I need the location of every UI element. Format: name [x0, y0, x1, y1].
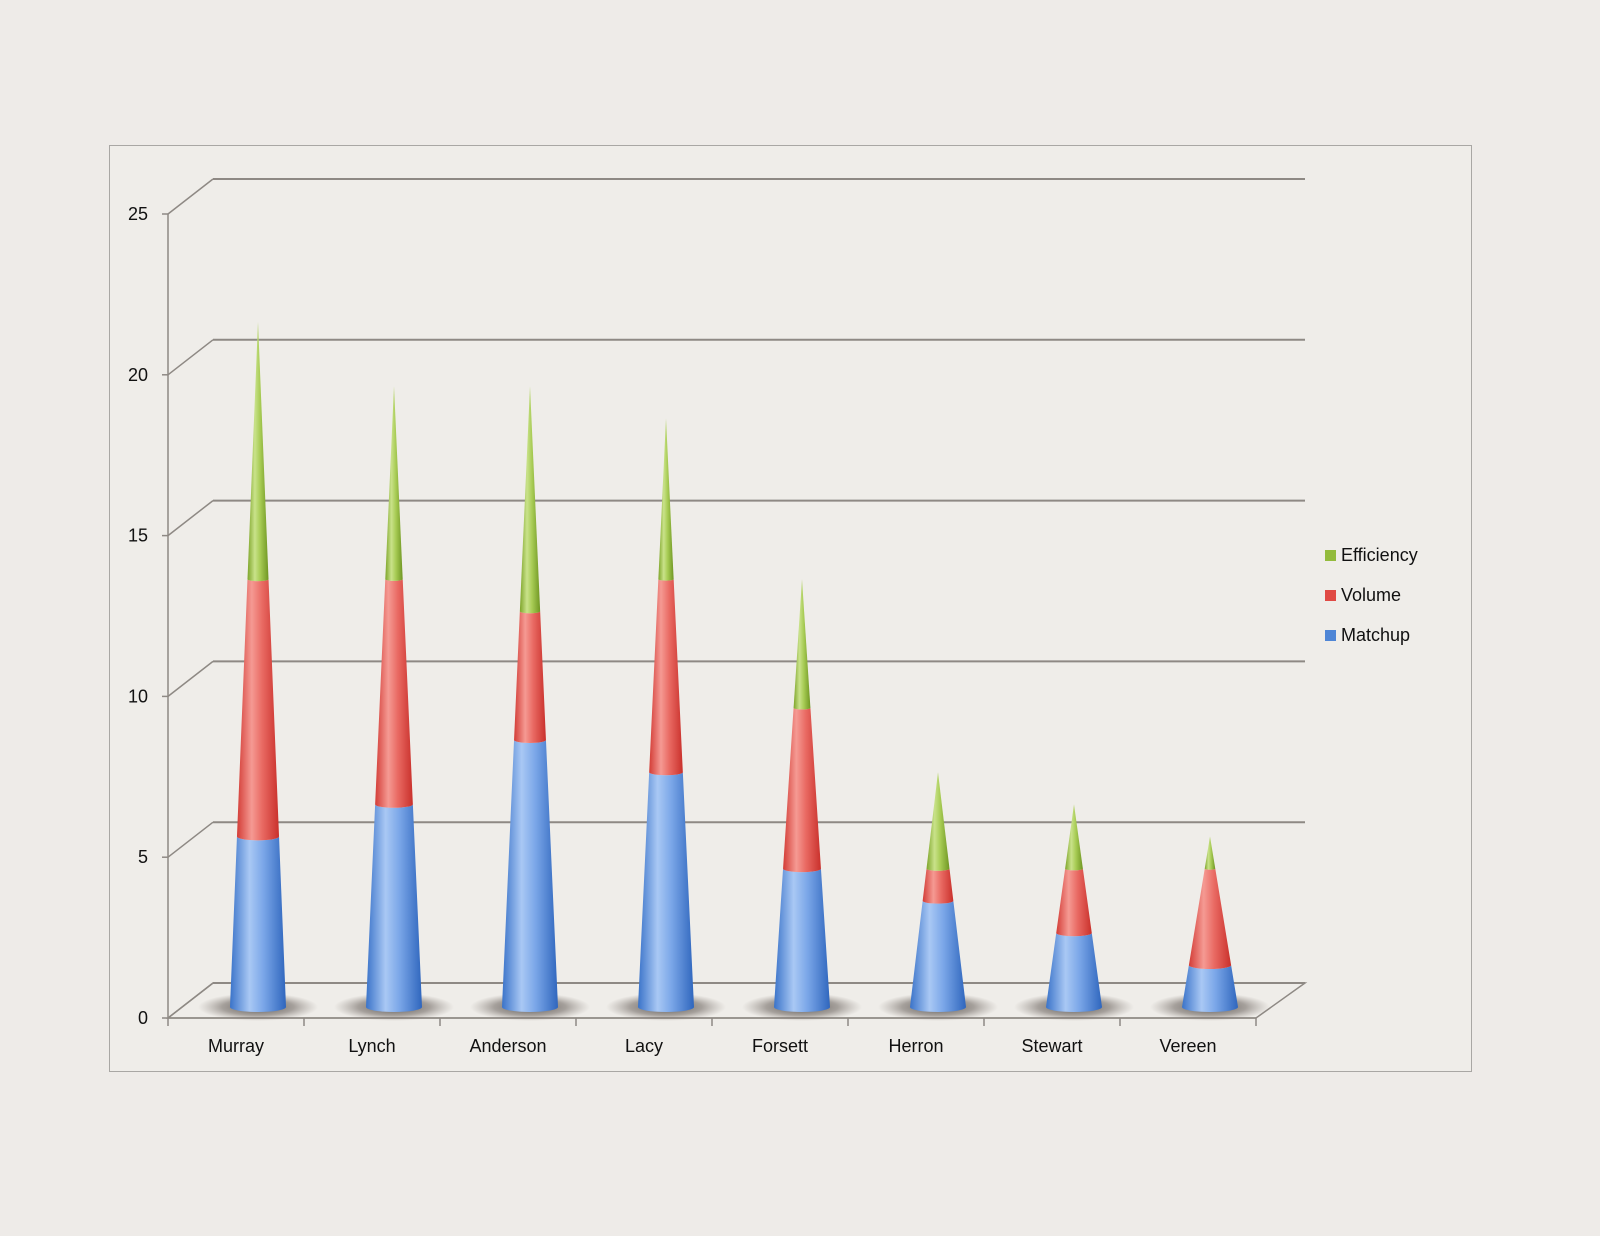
gridline-connector	[167, 339, 214, 376]
cone-segment-volume	[783, 707, 821, 873]
legend: Efficiency Volume Matchup	[1325, 545, 1418, 645]
x-tick-label: Anderson	[469, 1036, 546, 1056]
cone-segment-volume	[649, 579, 683, 776]
cone-segment-matchup	[230, 836, 286, 1013]
chart-svg: 0 5 10 15 20 25 Murray Lynch Anderson Lacy Forsett…	[128, 178, 1418, 1056]
cone-segment-volume	[922, 868, 954, 904]
gridline-connector	[167, 821, 214, 858]
cone-segment-efficiency	[658, 418, 674, 581]
legend-swatch-efficiency	[1325, 550, 1336, 561]
x-tick-label: Lacy	[625, 1036, 663, 1056]
cone-segment-matchup	[638, 772, 694, 1013]
gridline-connector	[167, 982, 214, 1019]
y-tick-label: 15	[128, 526, 148, 546]
cone-segment-efficiency	[385, 386, 403, 581]
x-tick-label: Forsett	[752, 1036, 808, 1056]
legend-label-volume: Volume	[1341, 585, 1401, 605]
cone-segment-efficiency	[247, 321, 269, 582]
legend-label-matchup: Matchup	[1341, 625, 1410, 645]
x-tick-label: Murray	[208, 1036, 264, 1056]
x-tick-label: Stewart	[1021, 1036, 1082, 1056]
x-tick-label: Lynch	[348, 1036, 395, 1056]
y-tick-label: 5	[138, 847, 148, 867]
marks-layer	[198, 321, 1270, 1021]
grid-layer	[165, 178, 1308, 1019]
y-tick-label: 0	[138, 1008, 148, 1028]
cone-segment-matchup	[366, 804, 422, 1013]
y-tick-label: 25	[128, 204, 148, 224]
chart-frame: 0 5 10 15 20 25 Murray Lynch Anderson Lacy Forsett…	[109, 145, 1472, 1072]
cone-segment-matchup	[774, 868, 830, 1013]
y-tick-label: 10	[128, 686, 148, 706]
cone-segment-matchup	[1046, 933, 1102, 1013]
cone-segment-matchup	[1182, 965, 1238, 1013]
cone-segment-volume	[236, 579, 280, 841]
y-tick-label: 20	[128, 365, 148, 385]
gridline-connector	[167, 660, 214, 697]
floor-outline	[165, 982, 1308, 1019]
cone-segment-efficiency	[519, 386, 541, 614]
axis-layer: 0 5 10 15 20 25 Murray Lynch Anderson Lacy Forsett…	[128, 204, 1257, 1056]
gridline-connector	[167, 500, 214, 537]
cone-segment-volume	[375, 579, 413, 808]
legend-swatch-matchup	[1325, 630, 1336, 641]
x-tick-label: Vereen	[1159, 1036, 1216, 1056]
cone-segment-efficiency	[926, 772, 950, 871]
cone-segment-efficiency	[1204, 836, 1216, 870]
cone-segment-matchup	[910, 900, 966, 1013]
cone-segment-volume	[514, 611, 546, 743]
cone-segment-volume	[1188, 868, 1232, 969]
legend-swatch-volume	[1325, 590, 1336, 601]
cone-segment-volume	[1056, 868, 1092, 937]
legend-label-efficiency: Efficiency	[1341, 545, 1418, 565]
cone-segment-efficiency	[793, 579, 811, 710]
x-tick-label: Herron	[888, 1036, 943, 1056]
gridline-connector	[167, 178, 214, 215]
cone-segment-matchup	[502, 740, 558, 1013]
cone-segment-efficiency	[1065, 804, 1083, 871]
